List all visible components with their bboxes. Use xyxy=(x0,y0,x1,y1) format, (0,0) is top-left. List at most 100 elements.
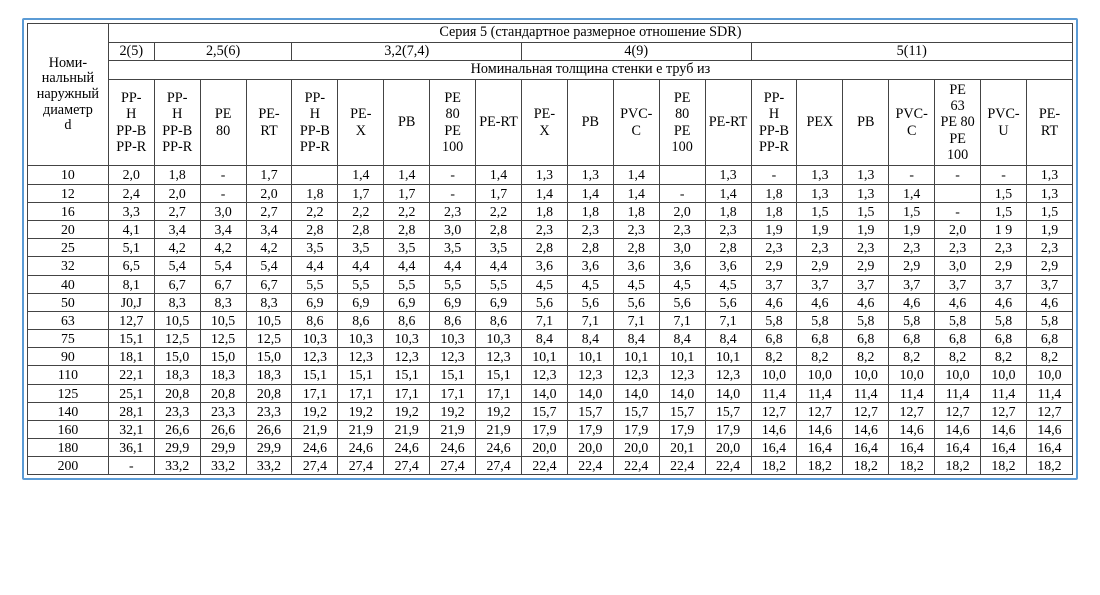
value-cell: 1,3 xyxy=(797,166,843,184)
value-cell: 3,5 xyxy=(384,239,430,257)
title-cell: Серия 5 (стандартное размерное отношение… xyxy=(108,24,1072,43)
value-cell: 2,8 xyxy=(384,220,430,238)
value-cell: 20,8 xyxy=(200,384,246,402)
value-cell: 26,6 xyxy=(154,420,200,438)
value-cell: 3,7 xyxy=(889,275,935,293)
table-row: 102,01,8-1,71,41,4-1,41,31,31,41,3-1,31,… xyxy=(28,166,1073,184)
table-row: 11022,118,318,318,315,115,115,115,115,11… xyxy=(28,366,1073,384)
material-header-cell: PE-RT xyxy=(476,79,522,166)
material-header-line: PP-B xyxy=(295,123,334,139)
value-cell: 10,0 xyxy=(751,366,797,384)
value-cell: 2,3 xyxy=(981,239,1027,257)
material-header-cell: PVC-C xyxy=(889,79,935,166)
value-cell: 19,2 xyxy=(338,402,384,420)
value-cell: 10,1 xyxy=(705,348,751,366)
value-cell: 15,7 xyxy=(613,402,659,420)
value-cell: 8,4 xyxy=(659,330,705,348)
value-cell: 33,2 xyxy=(200,457,246,475)
value-cell: 3,5 xyxy=(338,239,384,257)
value-cell: - xyxy=(889,166,935,184)
table-row: 408,16,76,76,75,55,55,55,55,54,54,54,54,… xyxy=(28,275,1073,293)
value-cell: 12,3 xyxy=(384,348,430,366)
value-cell: 3,0 xyxy=(430,220,476,238)
value-cell: 5,8 xyxy=(1026,311,1072,329)
value-cell: 1,3 xyxy=(843,166,889,184)
row-header-label-line: диаметр xyxy=(31,103,105,119)
diameter-cell: 160 xyxy=(28,420,109,438)
value-cell: 27,4 xyxy=(292,457,338,475)
value-cell: 2,3 xyxy=(705,220,751,238)
value-cell: 5,6 xyxy=(705,293,751,311)
value-cell: 10,1 xyxy=(521,348,567,366)
value-cell: 18,2 xyxy=(1026,457,1072,475)
value-cell: 6,8 xyxy=(751,330,797,348)
value-cell: 8,3 xyxy=(154,293,200,311)
value-cell: 5,8 xyxy=(981,311,1027,329)
value-cell: 6,9 xyxy=(292,293,338,311)
value-cell: 5,6 xyxy=(521,293,567,311)
value-cell: 16,4 xyxy=(797,439,843,457)
value-cell: 11,4 xyxy=(981,384,1027,402)
diameter-cell: 200 xyxy=(28,457,109,475)
value-cell: 17,9 xyxy=(567,420,613,438)
value-cell: 7,1 xyxy=(567,311,613,329)
value-cell: 16,4 xyxy=(1026,439,1072,457)
value-cell: 1,5 xyxy=(1026,202,1072,220)
material-header-line: PE-RT xyxy=(479,114,518,130)
value-cell: 1,8 xyxy=(154,166,200,184)
material-header-line: PB xyxy=(846,114,885,130)
value-cell: 3,7 xyxy=(797,275,843,293)
value-cell: 1,4 xyxy=(613,184,659,202)
value-cell: 14,6 xyxy=(889,420,935,438)
value-cell: 16,4 xyxy=(751,439,797,457)
value-cell: 14,6 xyxy=(797,420,843,438)
value-cell: 5,6 xyxy=(613,293,659,311)
diameter-cell: 10 xyxy=(28,166,109,184)
value-cell: 2,3 xyxy=(935,239,981,257)
value-cell: 5,6 xyxy=(659,293,705,311)
value-cell: 1,3 xyxy=(521,166,567,184)
value-cell: 2,0 xyxy=(154,184,200,202)
value-cell: 1,5 xyxy=(981,202,1027,220)
material-header-line: PB xyxy=(571,114,610,130)
value-cell: - xyxy=(981,166,1027,184)
value-cell: 3,3 xyxy=(108,202,154,220)
material-header-line: 100 xyxy=(433,139,472,155)
value-cell: 12,7 xyxy=(797,402,843,420)
value-cell: 15,7 xyxy=(567,402,613,420)
value-cell: 4,4 xyxy=(384,257,430,275)
value-cell: 6,8 xyxy=(797,330,843,348)
value-cell: 12,5 xyxy=(200,330,246,348)
material-header-cell: PP-HPP-BPP-R xyxy=(751,79,797,166)
value-cell: 12,3 xyxy=(705,366,751,384)
diameter-cell: 125 xyxy=(28,384,109,402)
material-header-cell: PP-HPP-BPP-R xyxy=(108,79,154,166)
subtitle-cell: Номинальная толщина стенки e труб из xyxy=(108,61,1072,80)
row-header-label-line: d xyxy=(31,118,105,134)
value-cell: 15,0 xyxy=(246,348,292,366)
value-cell: 12,7 xyxy=(935,402,981,420)
material-header-line: PE- xyxy=(525,106,564,122)
value-cell: 3,0 xyxy=(659,239,705,257)
value-cell: 15,7 xyxy=(659,402,705,420)
value-cell: 1,3 xyxy=(567,166,613,184)
material-header-line: H xyxy=(158,106,197,122)
value-cell: 22,4 xyxy=(567,457,613,475)
value-cell: 18,2 xyxy=(751,457,797,475)
value-cell: 8,4 xyxy=(521,330,567,348)
value-cell: 1,3 xyxy=(843,184,889,202)
diameter-cell: 90 xyxy=(28,348,109,366)
value-cell: 17,1 xyxy=(476,384,522,402)
table-row: 326,55,45,45,44,44,44,44,44,43,63,63,63,… xyxy=(28,257,1073,275)
value-cell: 10,5 xyxy=(200,311,246,329)
value-cell: 14,6 xyxy=(751,420,797,438)
value-cell: 2,0 xyxy=(935,220,981,238)
value-cell: 5,5 xyxy=(430,275,476,293)
material-header-cell: PE-X xyxy=(338,79,384,166)
value-cell: 29,9 xyxy=(246,439,292,457)
value-cell: 2,9 xyxy=(751,257,797,275)
value-cell: 4,5 xyxy=(521,275,567,293)
material-header-line: 100 xyxy=(938,147,977,163)
value-cell: 11,4 xyxy=(843,384,889,402)
value-cell: 8,6 xyxy=(292,311,338,329)
